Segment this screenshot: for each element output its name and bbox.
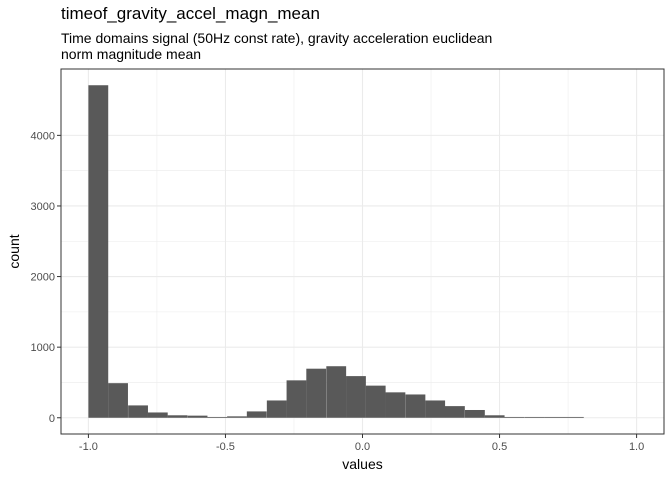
histogram-bar xyxy=(167,415,188,418)
y-axis: 0 1000 2000 3000 4000 xyxy=(31,130,61,425)
histogram-bar xyxy=(128,405,148,418)
histogram-bar xyxy=(88,85,109,418)
histogram-bar xyxy=(465,409,485,418)
histogram-bar xyxy=(524,416,545,418)
histogram-bar xyxy=(108,383,128,418)
chart-subtitle-line-2: norm magnitude mean xyxy=(61,46,202,62)
histogram-bar xyxy=(266,400,287,418)
chart-subtitle: Time domains signal (50Hz const rate), g… xyxy=(61,30,492,62)
x-axis-title: values xyxy=(342,456,382,472)
y-tick-label: 2000 xyxy=(31,272,55,284)
histogram-bar xyxy=(286,380,307,418)
histogram-bar xyxy=(445,406,465,418)
x-tick-label: -0.5 xyxy=(216,441,235,453)
histogram-bar xyxy=(246,411,267,418)
y-tick-label: 1000 xyxy=(31,342,55,354)
histogram-bar xyxy=(187,415,208,418)
histogram-bar xyxy=(385,392,406,418)
x-tick-label: 0.0 xyxy=(355,441,370,453)
y-tick-label: 3000 xyxy=(31,201,55,213)
histogram-bar xyxy=(207,416,228,418)
histogram-bar xyxy=(306,368,327,418)
histogram-bar xyxy=(346,376,366,418)
histogram-bar xyxy=(365,385,386,418)
histogram-bar xyxy=(563,416,584,418)
y-tick-label: 0 xyxy=(49,413,55,425)
histogram-bar xyxy=(544,416,565,418)
histogram-bar xyxy=(504,416,525,418)
chart-subtitle-line-1: Time domains signal (50Hz const rate), g… xyxy=(61,30,493,46)
histogram-bar xyxy=(227,416,247,418)
histogram-bar xyxy=(147,412,168,418)
histogram-bar xyxy=(425,400,446,418)
histogram-bar xyxy=(405,394,426,418)
y-tick-label: 4000 xyxy=(31,130,55,142)
y-axis-title: count xyxy=(6,234,22,268)
histogram-bar xyxy=(326,366,347,418)
histogram-bars xyxy=(88,85,584,418)
x-tick-label: 0.5 xyxy=(492,441,507,453)
chart-title: timeof_gravity_accel_magn_mean xyxy=(61,4,320,23)
x-axis: -1.0 -0.5 0.0 0.5 1.0 xyxy=(79,434,644,453)
histogram-bar xyxy=(484,415,505,418)
x-tick-label: 1.0 xyxy=(629,441,644,453)
x-tick-label: -1.0 xyxy=(79,441,98,453)
